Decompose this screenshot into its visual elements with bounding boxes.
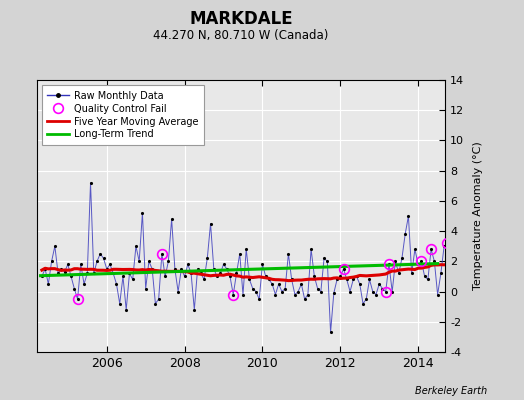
Y-axis label: Temperature Anomaly (°C): Temperature Anomaly (°C) [473,142,483,290]
Legend: Raw Monthly Data, Quality Control Fail, Five Year Moving Average, Long-Term Tren: Raw Monthly Data, Quality Control Fail, … [41,85,204,145]
Text: MARKDALE: MARKDALE [189,10,293,28]
Text: Berkeley Earth: Berkeley Earth [415,386,487,396]
Text: 44.270 N, 80.710 W (Canada): 44.270 N, 80.710 W (Canada) [154,29,329,42]
